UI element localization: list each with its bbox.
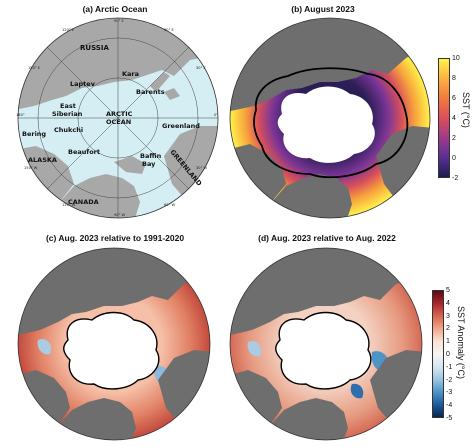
meridian-135e: [46, 46, 119, 119]
map-boundary: [17, 17, 219, 219]
panel-d-map: [229, 247, 423, 441]
sst-colorbar-tick-label: 6: [452, 95, 456, 102]
anomaly-colorbar-tick-label: 0: [446, 351, 450, 358]
lon-label-0: 0°: [214, 113, 218, 117]
anomaly-colorbar-tick-label: -3: [446, 389, 453, 397]
sst-colorbar-tick-label: 0: [452, 155, 456, 162]
ice-edge-line: [63, 311, 160, 390]
panel-c-map: [17, 247, 211, 441]
lon-label-90e: 90° E: [114, 19, 125, 23]
sst-colorbar-tick-label: 4: [452, 115, 456, 122]
meridian-45e: [117, 46, 190, 119]
graticule: [18, 18, 218, 218]
label-arctic-ocean-2: OCEAN: [106, 118, 131, 126]
novaya-zemlya-land: [150, 72, 170, 92]
panel-d-title: (d) Aug. 2023 relative to Aug. 2022: [258, 233, 396, 243]
cool-patch-chukchi: [247, 340, 262, 357]
sst-colorbar-tick-label: 8: [452, 75, 456, 82]
sea-ice: [275, 312, 371, 389]
anomaly-colorbar-tick-label: 3: [446, 312, 450, 320]
anomaly-colorbar-tick-label: -1: [446, 363, 453, 371]
cool-patch-baffin: [350, 383, 364, 399]
label-baffin-bay-2: Bay: [142, 160, 156, 168]
panel-c-title: (c) Aug. 2023 relative to 1991-2020: [45, 233, 185, 243]
sst-colorbar-tick-label: -2: [452, 175, 459, 182]
label-chukchi: Chukchi: [54, 126, 83, 134]
lon-label-60w: 60° W: [164, 203, 176, 207]
panel-a-title: (a) Arctic Ocean: [82, 4, 148, 14]
land-russia: [230, 248, 422, 336]
lon-label-60e: 60° E: [164, 28, 175, 32]
anomaly-colorbar-tick-label: -2: [446, 376, 453, 384]
sst-colorbar-tick-label: 2: [452, 135, 456, 142]
anomaly-colorbar-tick-label: -5: [446, 415, 453, 422]
canadian-islands: [114, 156, 146, 174]
lon-label-90w: 90° W: [114, 213, 126, 217]
label-east-siberian-1: East: [60, 102, 76, 110]
label-barents: Barents: [136, 88, 165, 96]
sst-colorbar-label: SST (°C): [461, 92, 471, 128]
svalbard-land: [164, 88, 180, 100]
ice-edge-line: [275, 311, 372, 390]
map-boundary: [229, 17, 431, 219]
anomaly-colorbar: [432, 290, 444, 418]
lon-label-180: 180°: [16, 113, 25, 117]
label-arctic-ocean-1: ARCTIC: [106, 110, 133, 118]
lon-label-150w: 150° W: [24, 166, 38, 170]
anomaly-colorbar-tick-label: -4: [446, 402, 453, 410]
meridian-45w: [117, 117, 190, 190]
lon-label-150e: 150° E: [28, 66, 41, 70]
panel-b-map: [229, 17, 431, 219]
label-bering: Bering: [22, 130, 46, 138]
label-russia: RUSSIA: [80, 44, 109, 52]
lon-label-30w: 30° W: [196, 166, 208, 170]
label-baffin-bay-1: Baffin: [140, 152, 162, 160]
anomaly-colorbar-tick-label: 2: [446, 325, 450, 333]
sst-colorbar: [438, 58, 450, 178]
sst-colorbar-tick-label: 10: [452, 55, 460, 62]
lon-label-30e: 30° E: [196, 66, 207, 70]
anomaly-colorbar-ramp: [432, 290, 444, 418]
anomaly-colorbar-tick-label: 4: [446, 299, 450, 307]
label-beaufort: Beaufort: [68, 148, 100, 156]
meridian-135w: [46, 117, 119, 190]
label-canada: CANADA: [68, 198, 99, 206]
land-russia: [18, 248, 210, 336]
label-alaska: ALASKA: [28, 156, 57, 164]
lon-label-120e: 120° E: [62, 28, 75, 32]
land-russia: [230, 18, 430, 112]
label-kara: Kara: [122, 70, 139, 78]
cool-patch-2: [37, 338, 52, 355]
sea-ice: [63, 312, 159, 389]
map-boundary: [17, 247, 211, 441]
label-greenland-sea: Greenland: [162, 122, 200, 130]
lon-label-120w: 120° W: [62, 203, 76, 207]
ice-edge-line: [253, 67, 409, 179]
panel-b-title: (b) August 2023: [291, 4, 355, 14]
label-east-siberian-2: Siberian: [52, 110, 83, 118]
label-laptev: Laptev: [70, 80, 96, 88]
anomaly-colorbar-tick-label: 1: [446, 338, 450, 346]
longitude-labels: 90° E 120° E 60° E 150° E 30° E 180° 0° …: [16, 19, 218, 217]
sst-colorbar-ramp: [438, 58, 450, 178]
panel-a-map: 90° E 120° E 60° E 150° E 30° E 180° 0° …: [16, 17, 219, 219]
map-boundary: [229, 247, 423, 441]
sea-ice: [277, 86, 375, 163]
anomaly-colorbar-label: SST Anomaly (°C): [456, 306, 466, 379]
anomaly-colorbar-tick-label: 5: [446, 287, 450, 294]
